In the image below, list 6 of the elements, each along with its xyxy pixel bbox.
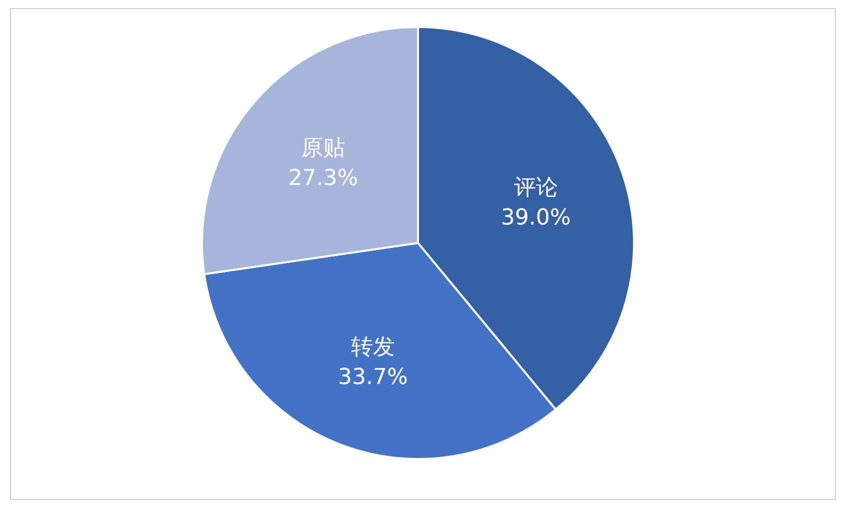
slice-label: 转发 — [350, 334, 395, 360]
slice-label: 原贴 — [301, 136, 346, 162]
data-label: 33.7% — [338, 364, 408, 390]
data-label: 39.0% — [500, 206, 571, 231]
data-label: 27.3% — [288, 166, 358, 192]
slice-label: 评论 — [514, 176, 558, 201]
